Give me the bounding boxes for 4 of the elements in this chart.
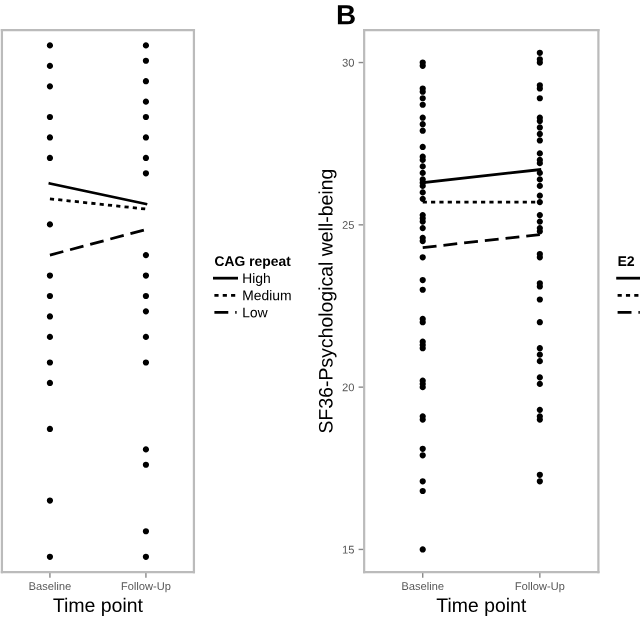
x-axis-title: Time point [53, 597, 143, 616]
y-axis-title: SF36-Psychological well-being [318, 169, 337, 433]
x-axis-title: Time point [436, 597, 527, 616]
chart-title: B [337, 5, 355, 25]
